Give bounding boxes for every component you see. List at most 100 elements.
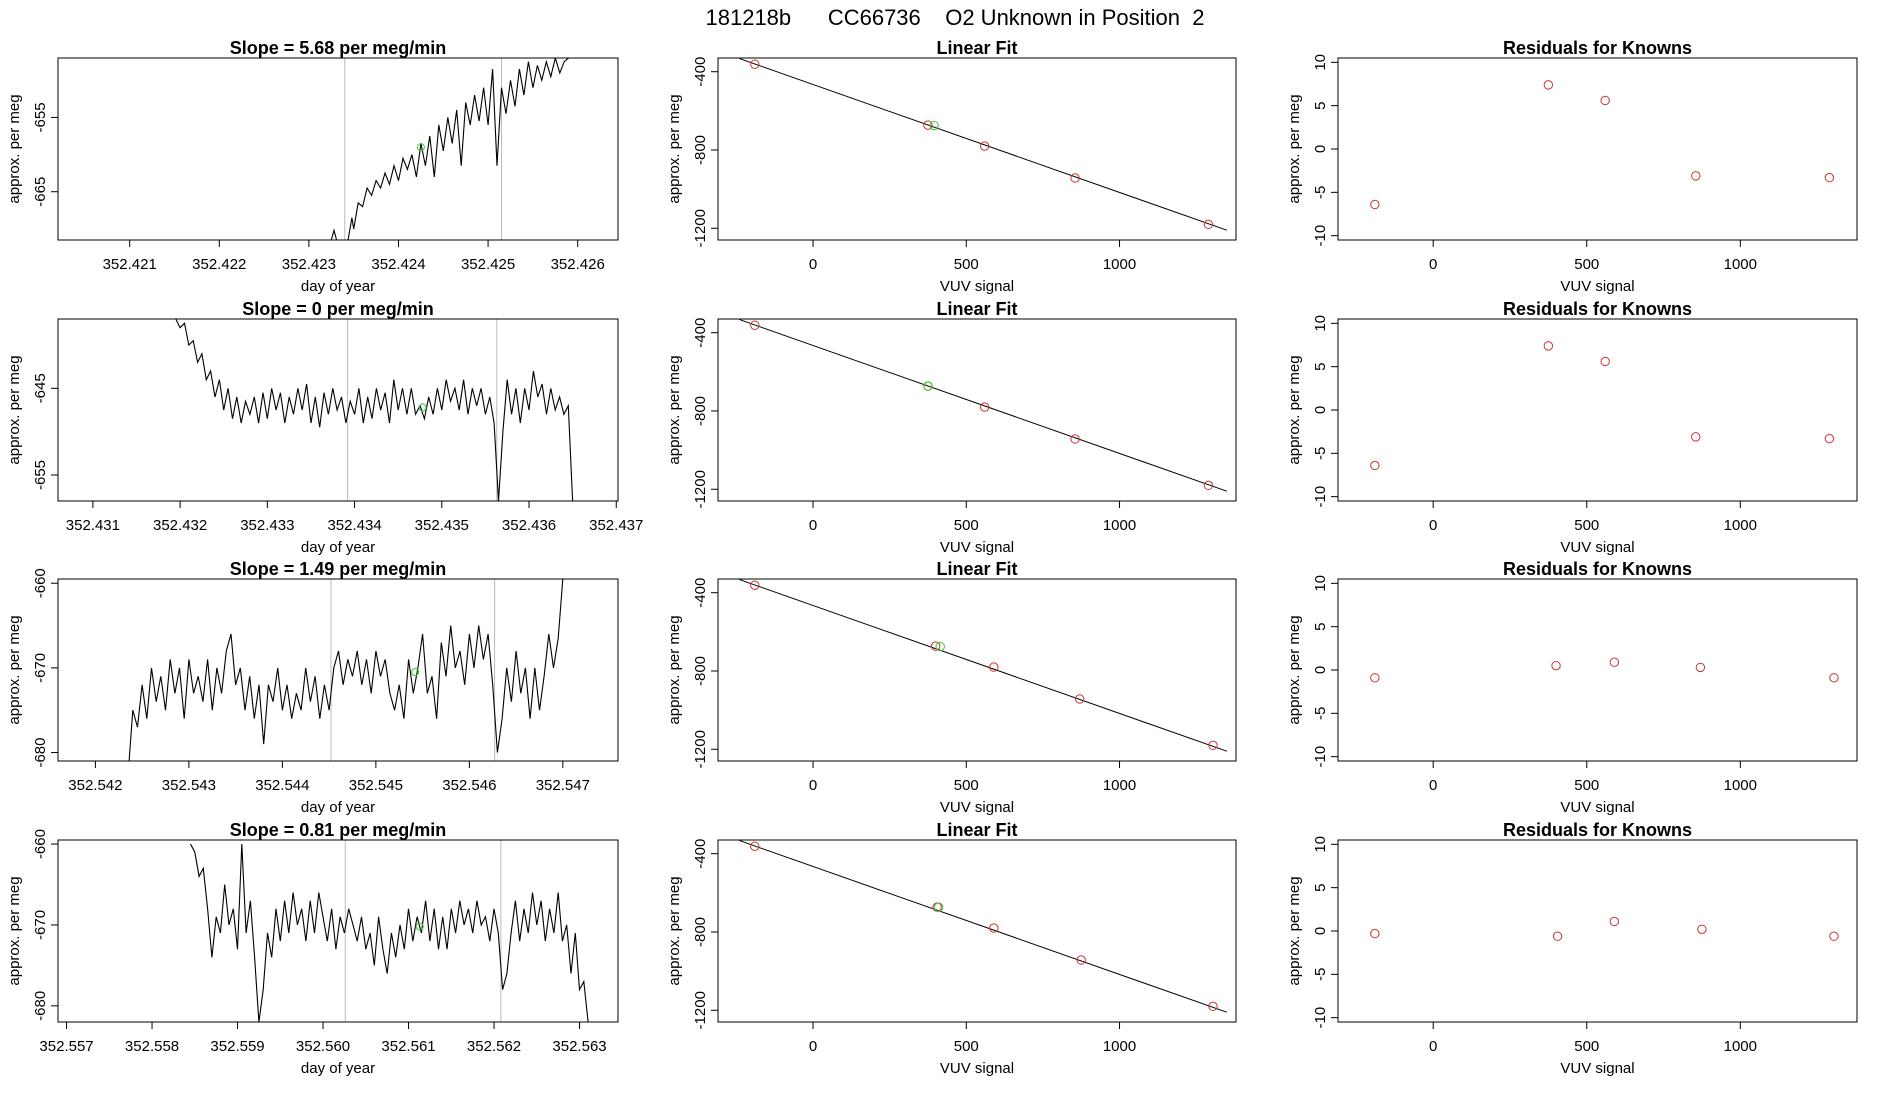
fit-4-known-point: [750, 841, 760, 851]
timeseries-3-mean-marker: [411, 668, 420, 677]
timeseries-2-xlabel: day of year: [301, 539, 375, 556]
residuals-1-xtick-label: 500: [1574, 256, 1599, 273]
timeseries-1-series-line: [330, 58, 570, 240]
residuals-2-known-point: [1370, 460, 1380, 471]
residuals-3-known-point: [1609, 657, 1620, 667]
timeseries-4-ytick-label: -670: [32, 910, 49, 940]
fit-1-panel: Linear Fit VUV signal approx. per meg 0 500 1…: [666, 38, 1237, 295]
fit-4-xtick-label: 1000: [1103, 1038, 1136, 1055]
residuals-2-known-point: [1691, 432, 1701, 442]
timeseries-1-plot-area: [330, 58, 570, 240]
residuals-3-known-point: [1829, 673, 1839, 683]
timeseries-3-frame: [57, 578, 619, 762]
fit-4-title: Linear Fit: [936, 820, 1017, 840]
fit-1-xtick-label: 1000: [1103, 256, 1136, 273]
fit-2-frame: [717, 318, 1237, 502]
residuals-1-known-point: [1543, 80, 1554, 90]
fit-1-ytick-label: -1200: [692, 209, 709, 247]
residuals-3-ytick-label: 0: [1312, 666, 1329, 674]
timeseries-1-mean-marker: [416, 143, 425, 152]
timeseries-4-panel: Slope = 0.81 per meg/min day of year appro…: [6, 820, 619, 1077]
residuals-1-ytick-label: 10: [1312, 54, 1329, 71]
fit-4-panel: Linear Fit VUV signal approx. per meg 0 500 1…: [666, 820, 1237, 1077]
fit-4-frame: [717, 839, 1237, 1023]
residuals-3-xtick-label: 0: [1429, 777, 1437, 794]
timeseries-4-ylabel: approx. per meg: [6, 876, 23, 985]
timeseries-1-xtick-label: 352.425: [461, 256, 515, 273]
residuals-4-xtick-label: 500: [1574, 1038, 1599, 1055]
timeseries-3-xtick-label: 352.542: [68, 777, 122, 794]
timeseries-4-mean-marker: [415, 922, 424, 931]
residuals-4-xtick-label: 0: [1429, 1038, 1437, 1055]
residuals-3-ytick-label: -5: [1312, 707, 1329, 720]
residuals-1-xtick-label: 1000: [1724, 256, 1757, 273]
residuals-3-plot-area: [1370, 657, 1839, 683]
residuals-4-ytick-label: 10: [1312, 836, 1329, 853]
fit-3-known-point: [1074, 694, 1085, 704]
residuals-4-known-point: [1370, 928, 1380, 939]
timeseries-1-ytick-label: -665: [32, 177, 49, 207]
timeseries-2-xtick-label: 352.431: [66, 517, 120, 534]
residuals-3-xtick-label: 1000: [1724, 777, 1757, 794]
fit-2-panel: Linear Fit VUV signal approx. per meg 0 500 1…: [666, 299, 1237, 556]
fit-4-plot-area: [739, 840, 1227, 1013]
timeseries-1-title: Slope = 5.68 per meg/min: [230, 38, 447, 58]
fit-1-known-point: [979, 141, 990, 151]
residuals-3-ytick-label: 5: [1312, 622, 1329, 630]
residuals-1-known-point: [1691, 171, 1701, 181]
fit-1-known-point: [923, 120, 933, 130]
fit-3-ytick-label: -400: [692, 578, 709, 608]
residuals-2-title: Residuals for Knowns: [1503, 299, 1692, 319]
fit-4-ylabel: approx. per meg: [666, 876, 683, 985]
residuals-2-ylabel: approx. per meg: [1286, 355, 1303, 464]
fit-3-known-point: [750, 580, 760, 590]
timeseries-1-xtick-label: 352.426: [551, 256, 605, 273]
residuals-1-known-point: [1370, 199, 1380, 210]
fit-1-title: Linear Fit: [936, 38, 1017, 58]
residuals-4-known-point: [1552, 931, 1563, 941]
residuals-1-ytick-label: -10: [1312, 225, 1329, 247]
timeseries-4-series-line: [190, 843, 589, 1022]
residuals-3-ytick-label: 10: [1312, 575, 1329, 592]
fit-2-ytick-label: -1200: [692, 470, 709, 508]
timeseries-2-xtick-label: 352.436: [502, 517, 556, 534]
fit-3-panel: Linear Fit VUV signal approx. per meg 0 500 1…: [666, 559, 1237, 816]
residuals-2-ytick-label: -5: [1312, 447, 1329, 460]
fit-3-ytick-label: -800: [692, 656, 709, 686]
residuals-1-panel: Residuals for Knowns VUV signal approx. pe…: [1286, 38, 1858, 295]
fit-1-frame: [717, 57, 1237, 241]
fit-1-known-point: [1070, 173, 1080, 183]
timeseries-4-xtick-label: 352.560: [296, 1038, 350, 1055]
residuals-1-ytick-label: -5: [1312, 186, 1329, 199]
residuals-4-known-point: [1697, 924, 1707, 934]
fit-4-ytick-label: -400: [692, 839, 709, 869]
fit-1-plot-area: [739, 58, 1227, 231]
residuals-3-known-point: [1551, 660, 1561, 671]
timeseries-2-series-line: [175, 319, 574, 501]
fit-3-known-point: [930, 641, 941, 651]
residuals-4-ytick-label: -5: [1312, 968, 1329, 981]
timeseries-4-ytick-label: -660: [32, 829, 49, 859]
timeseries-3-ytick-label: -680: [32, 738, 49, 768]
residuals-4-ytick-label: 0: [1312, 927, 1329, 935]
fit-4-ytick-label: -800: [692, 917, 709, 947]
residuals-3-frame: [1337, 578, 1858, 762]
timeseries-3-xtick-label: 352.543: [162, 777, 216, 794]
timeseries-2-mean-marker: [418, 403, 427, 412]
residuals-1-xlabel: VUV signal: [1560, 278, 1634, 295]
residuals-3-ylabel: approx. per meg: [1286, 615, 1303, 724]
residuals-2-ytick-label: 0: [1312, 406, 1329, 414]
timeseries-3-xtick-label: 352.544: [255, 777, 309, 794]
timeseries-4-xtick-label: 352.558: [125, 1038, 179, 1055]
residuals-2-xlabel: VUV signal: [1560, 539, 1634, 556]
residuals-3-known-point: [1695, 662, 1706, 673]
timeseries-3-xtick-label: 352.546: [442, 777, 496, 794]
residuals-1-ytick-label: 5: [1312, 101, 1329, 109]
timeseries-2-frame: [57, 318, 619, 502]
fit-3-plot-area: [739, 579, 1227, 752]
fit-1-unknown-point: [929, 120, 939, 131]
timeseries-1-xlabel: day of year: [301, 278, 375, 295]
fit-3-known-point: [989, 662, 999, 672]
